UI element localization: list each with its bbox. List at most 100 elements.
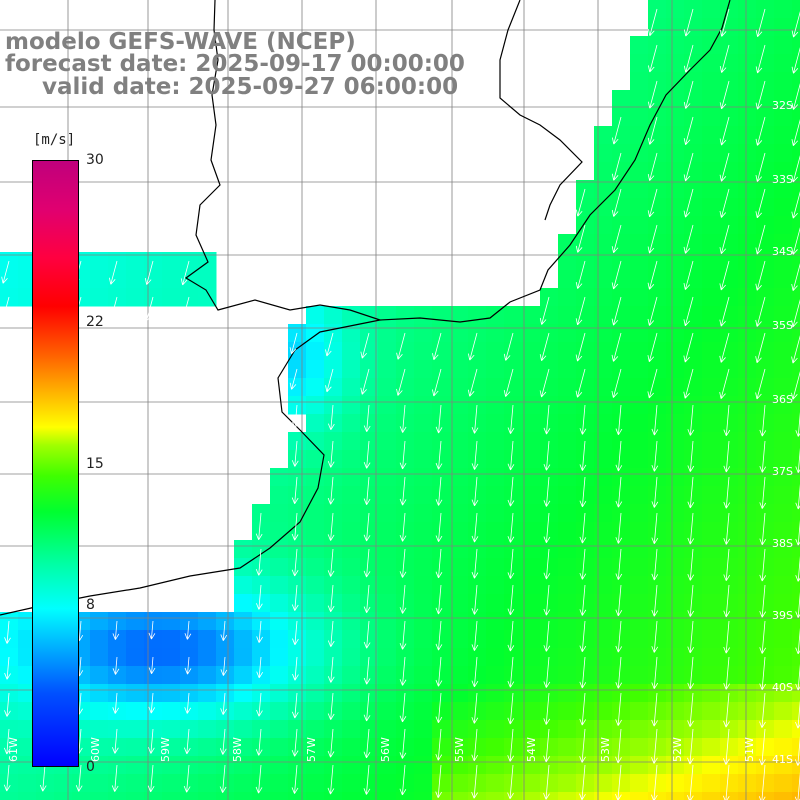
wind-arrow [108,296,118,321]
wind-speed-cell [522,522,541,541]
wind-speed-cell [432,774,451,793]
wind-speed-cell [234,540,253,559]
wind-arrow [543,512,551,544]
wind-speed-cell [306,792,325,800]
wind-speed-cell [630,414,649,433]
wind-arrow [292,656,299,681]
wind-speed-cell [792,702,800,721]
wind-arrow [651,404,659,436]
wind-arrow [435,404,443,434]
wind-arrow [507,440,515,471]
wind-speed-cell [522,468,541,487]
wind-speed-cell [558,594,577,613]
wind-speed-cell [306,630,325,649]
wind-arrow [755,116,766,146]
wind-arrow [719,8,730,37]
wind-arrow [112,728,119,754]
wind-speed-cell [378,306,397,325]
wind-speed-cell [486,684,505,703]
wind-speed-cell [774,522,793,541]
wind-speed-cell [378,414,397,433]
wind-speed-cell [648,522,667,541]
wind-speed-cell [558,576,577,595]
wind-speed-cell [378,558,397,577]
wind-speed-cell [756,792,775,800]
wind-speed-cell [324,558,343,577]
wind-speed-cell [630,540,649,559]
wind-arrow [651,692,658,727]
wind-speed-cell [576,342,595,361]
wind-speed-cell [522,720,541,739]
wind-arrow [467,332,478,361]
wind-speed-cell [666,684,685,703]
wind-speed-cell [576,792,595,800]
wind-speed-cell [756,90,775,109]
wind-speed-cell [144,774,163,793]
wind-speed-cell [342,396,361,415]
wind-speed-cell [648,630,667,649]
wind-speed-cell [378,522,397,541]
wind-speed-cell [486,738,505,757]
wind-arrow [539,368,550,398]
wind-speed-cell [774,414,793,433]
wind-speed-cell [270,540,289,559]
wind-speed-cell [378,324,397,343]
wind-speed-cell [414,630,433,649]
wind-speed-cell [666,108,685,127]
wind-speed-cell [684,414,703,433]
wind-speed-cell [702,36,721,55]
wind-speed-cell [468,378,487,397]
wind-speed-cell [630,108,649,127]
wind-arrow [435,476,443,506]
wind-speed-cell [738,414,757,433]
wind-speed-cell [666,450,685,469]
wind-speed-cell [756,630,775,649]
wind-speed-cell [666,72,685,91]
wind-speed-cell [666,630,685,649]
wind-speed-cell [234,630,253,649]
wind-arrow [471,656,479,688]
wind-speed-cell [414,342,433,361]
wind-speed-cell [18,756,37,775]
wind-arrow [611,224,622,254]
wind-arrow [148,728,155,754]
wind-speed-cell [630,720,649,739]
wind-speed-cell [252,738,271,757]
wind-arrow [543,404,551,435]
wind-speed-cell [396,522,415,541]
wind-speed-cell [234,792,253,800]
wind-speed-cell [342,468,361,487]
wind-speed-cell [792,540,800,559]
wind-speed-cell [738,324,757,343]
wind-speed-cell [360,306,379,325]
wind-speed-cell [450,756,469,775]
wind-speed-cell [612,558,631,577]
wind-arrow [503,332,514,361]
wind-speed-cell [414,756,433,775]
wind-speed-cell [324,630,343,649]
wind-arrow [471,692,479,724]
wind-speed-cell [774,162,793,181]
wind-arrow [291,584,299,611]
wind-speed-cell [270,774,289,793]
wind-speed-cell [720,414,739,433]
wind-speed-cell [306,450,325,469]
wind-speed-cell [162,684,181,703]
wind-speed-cell [432,414,451,433]
wind-speed-cell [558,252,577,271]
wind-speed-cell [468,702,487,721]
wind-speed-cell [216,774,235,793]
wind-arrow [611,296,622,326]
wind-arrow [543,548,551,580]
wind-speed-cell [486,720,505,739]
wind-arrow [325,332,334,357]
wind-speed-cell [666,198,685,217]
latitude-label: 35S [772,319,793,332]
wind-speed-cell [18,270,37,289]
longitude-label: 52W [671,737,684,762]
wind-speed-cell [432,594,451,613]
wind-arrow [327,440,335,468]
wind-speed-cell [306,540,325,559]
wind-speed-cell [162,630,181,649]
wind-speed-cell [558,396,577,415]
